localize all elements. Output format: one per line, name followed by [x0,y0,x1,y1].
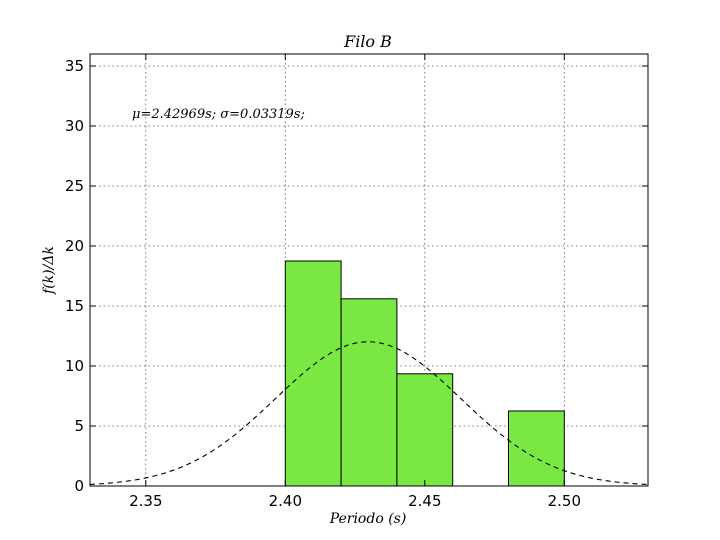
y-tick-label-1: 5 [74,417,84,435]
x-axis-ticks: 2.35 2.40 2.45 2.50 [129,54,581,510]
x-axis-label: Periodo (s) [329,511,407,527]
y-tick-label-6: 30 [65,117,84,135]
y-tick-label-5: 25 [65,177,84,195]
x-tick-label-3: 2.50 [548,492,581,510]
y-tick-label-7: 35 [65,57,84,75]
stats-annotation: μ=2.42969s; σ=0.03319s; [132,107,305,122]
y-tick-label-3: 15 [65,297,84,315]
y-tick-label-0: 0 [74,477,84,495]
plot-frame [89,53,649,487]
histogram-bar-2 [396,373,454,487]
histogram-bar-1 [340,298,398,487]
normal-fit-curve [89,341,649,486]
y-tick-label-2: 10 [65,357,84,375]
y-axis-ticks: 0 5 10 15 20 25 30 35 [65,57,648,495]
y-axis-label: f(k)/Δk [41,246,57,295]
y-tick-label-4: 20 [65,237,84,255]
histogram-bar-3 [508,410,565,487]
chart-title: Filo B [343,32,392,51]
x-tick-label-1: 2.40 [269,492,302,510]
histogram-bar-0 [284,260,342,487]
x-tick-label-2: 2.45 [408,492,441,510]
x-tick-label-0: 2.35 [129,492,162,510]
histogram-bars [284,260,565,487]
